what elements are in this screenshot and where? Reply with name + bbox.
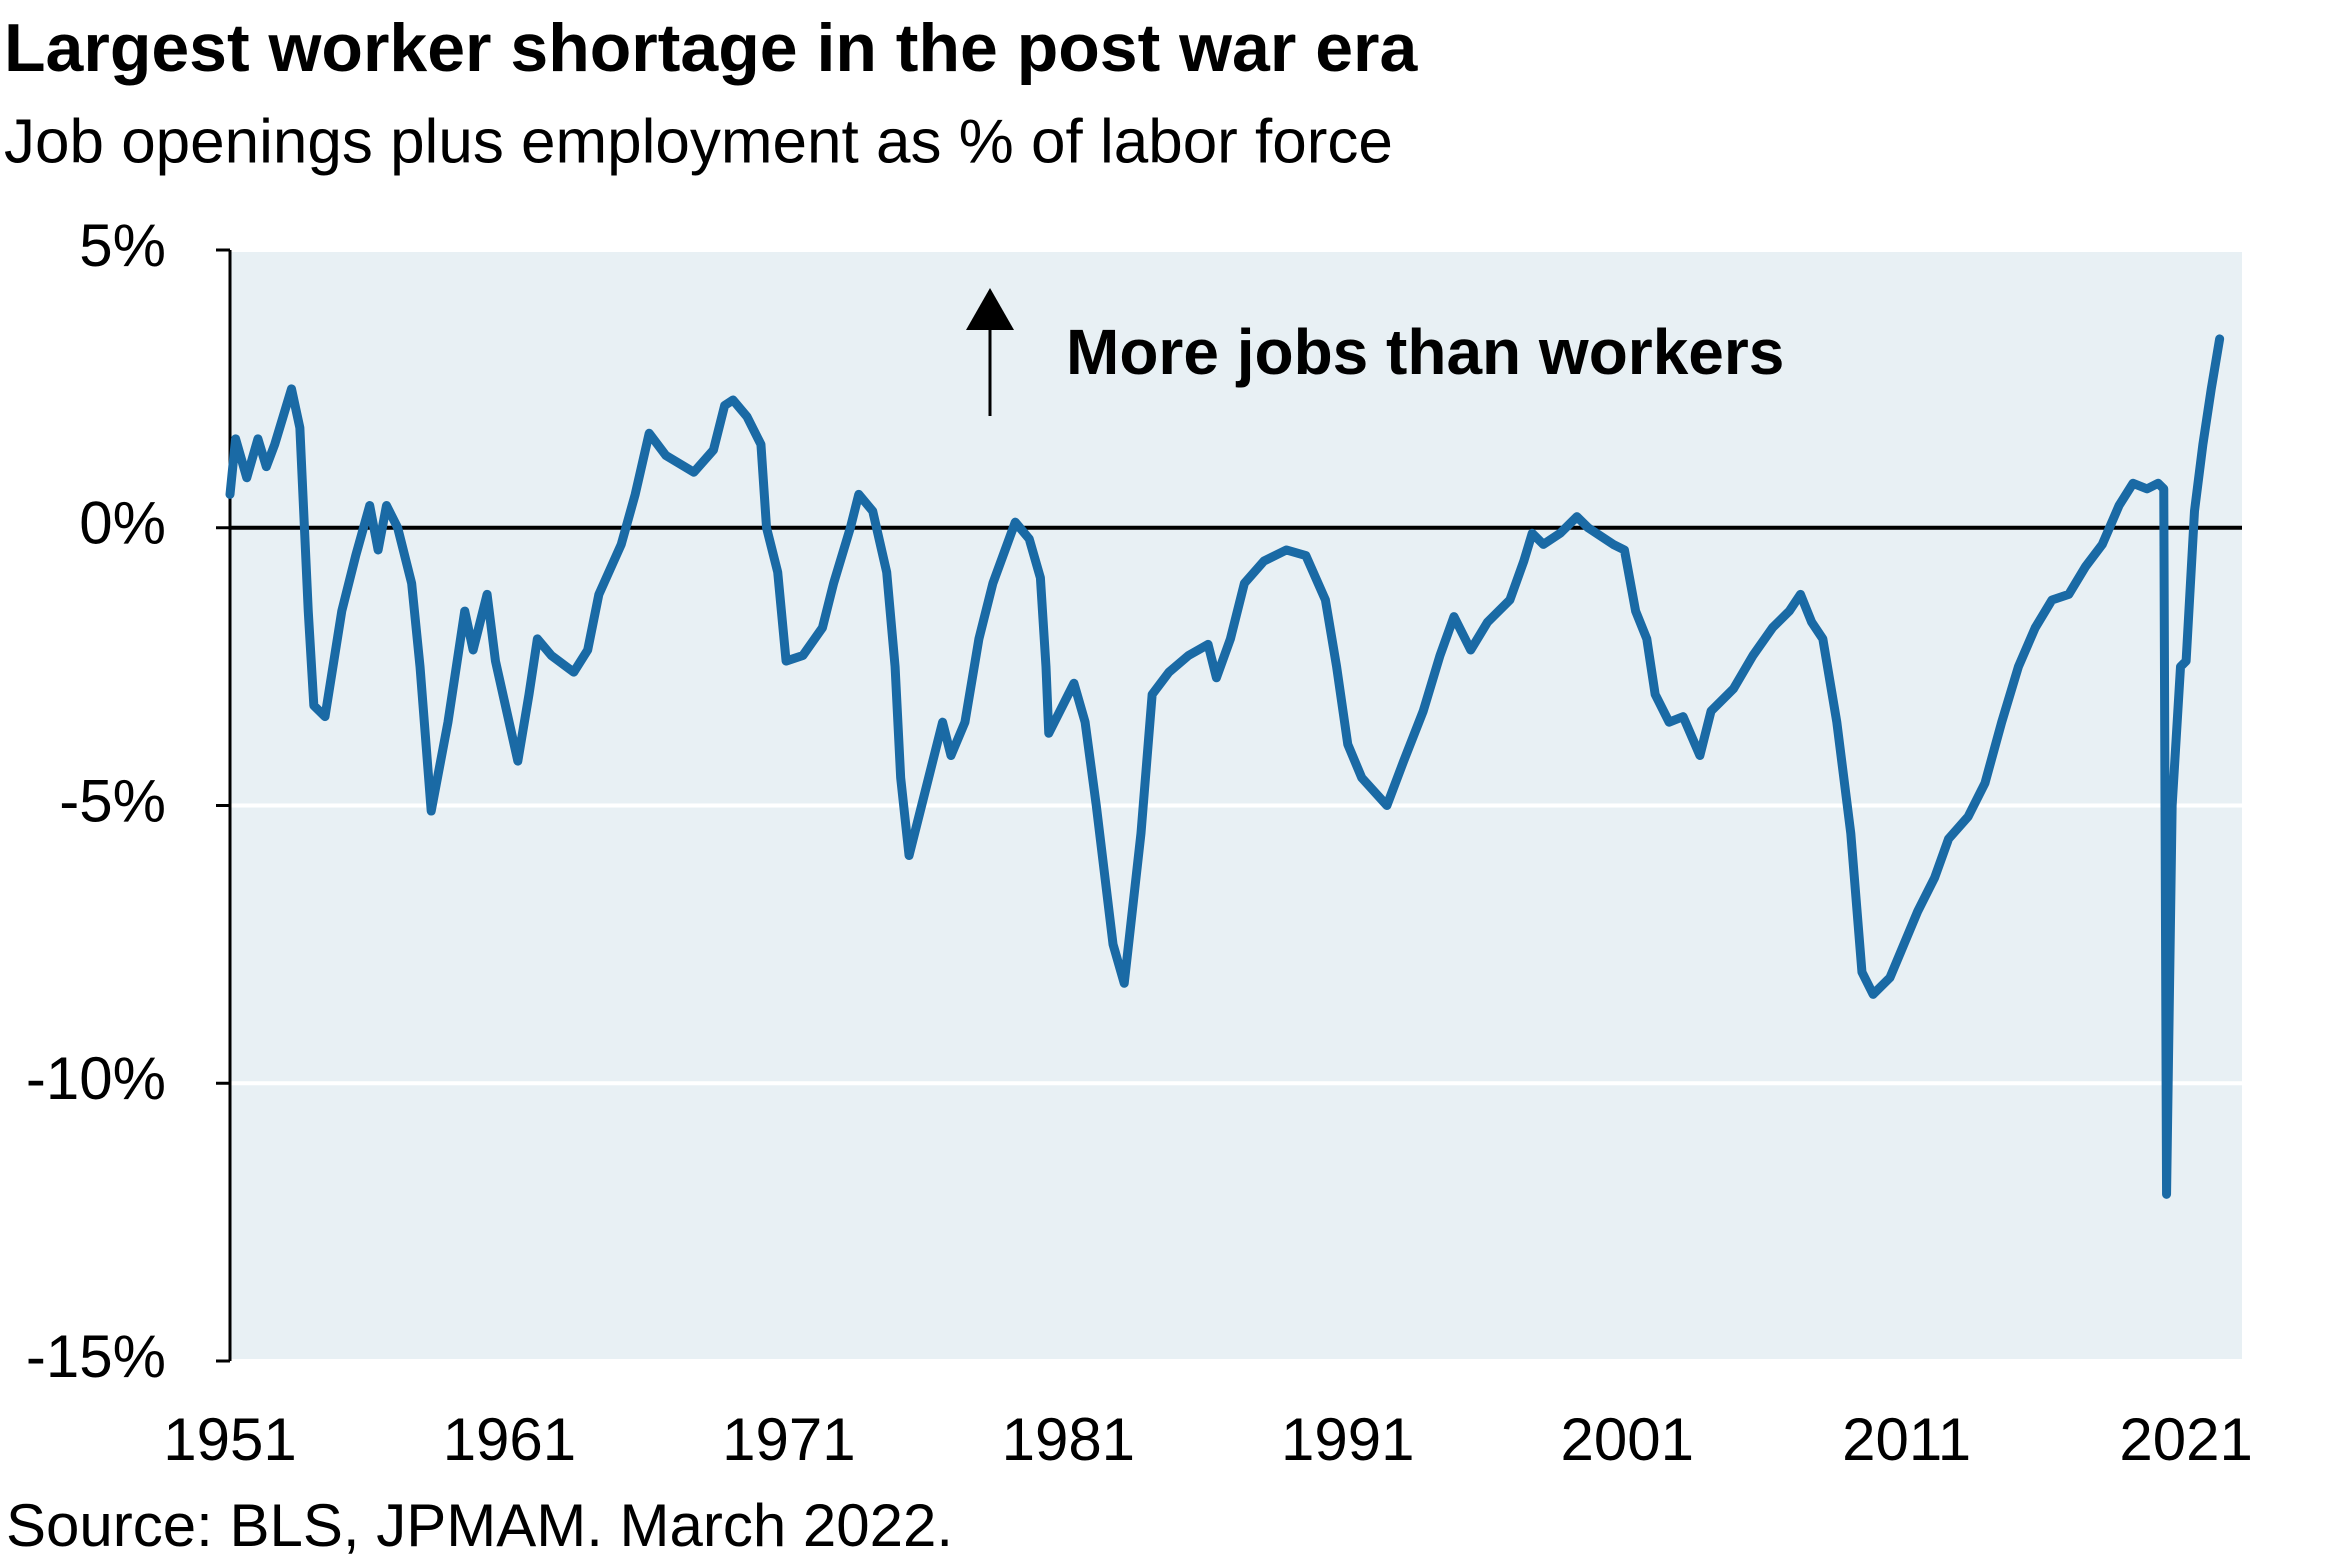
- x-tick-label: 1981: [1002, 1406, 1135, 1473]
- annotation-arrowhead: [966, 288, 1014, 330]
- y-tick-label: -10%: [26, 1045, 166, 1112]
- x-tick-label: 2021: [2119, 1406, 2252, 1473]
- marks: [225, 334, 2242, 1199]
- y-tick-label: -5%: [59, 767, 166, 834]
- chart-subtitle: Job openings plus employment as % of lab…: [4, 107, 1393, 176]
- y-tick-label: 5%: [79, 212, 166, 279]
- x-tick-label: 2001: [1560, 1406, 1693, 1473]
- source-note: Source: BLS, JPMAM. March 2022.: [6, 1492, 953, 1559]
- x-tick-label: 1971: [722, 1406, 855, 1473]
- x-tick-label: 2011: [1842, 1406, 1971, 1473]
- x-tick-label: 1961: [443, 1406, 576, 1473]
- x-tick-label: 1951: [163, 1406, 296, 1473]
- grid: [216, 248, 2242, 1363]
- chart-title: Largest worker shortage in the post war …: [4, 10, 1418, 86]
- annotation: More jobs than workers: [1066, 316, 1784, 388]
- y-tick-label: -15%: [26, 1323, 166, 1390]
- y-tick-label: 0%: [79, 490, 166, 557]
- data-line: [225, 334, 2225, 1199]
- x-tick-label: 1991: [1281, 1406, 1414, 1473]
